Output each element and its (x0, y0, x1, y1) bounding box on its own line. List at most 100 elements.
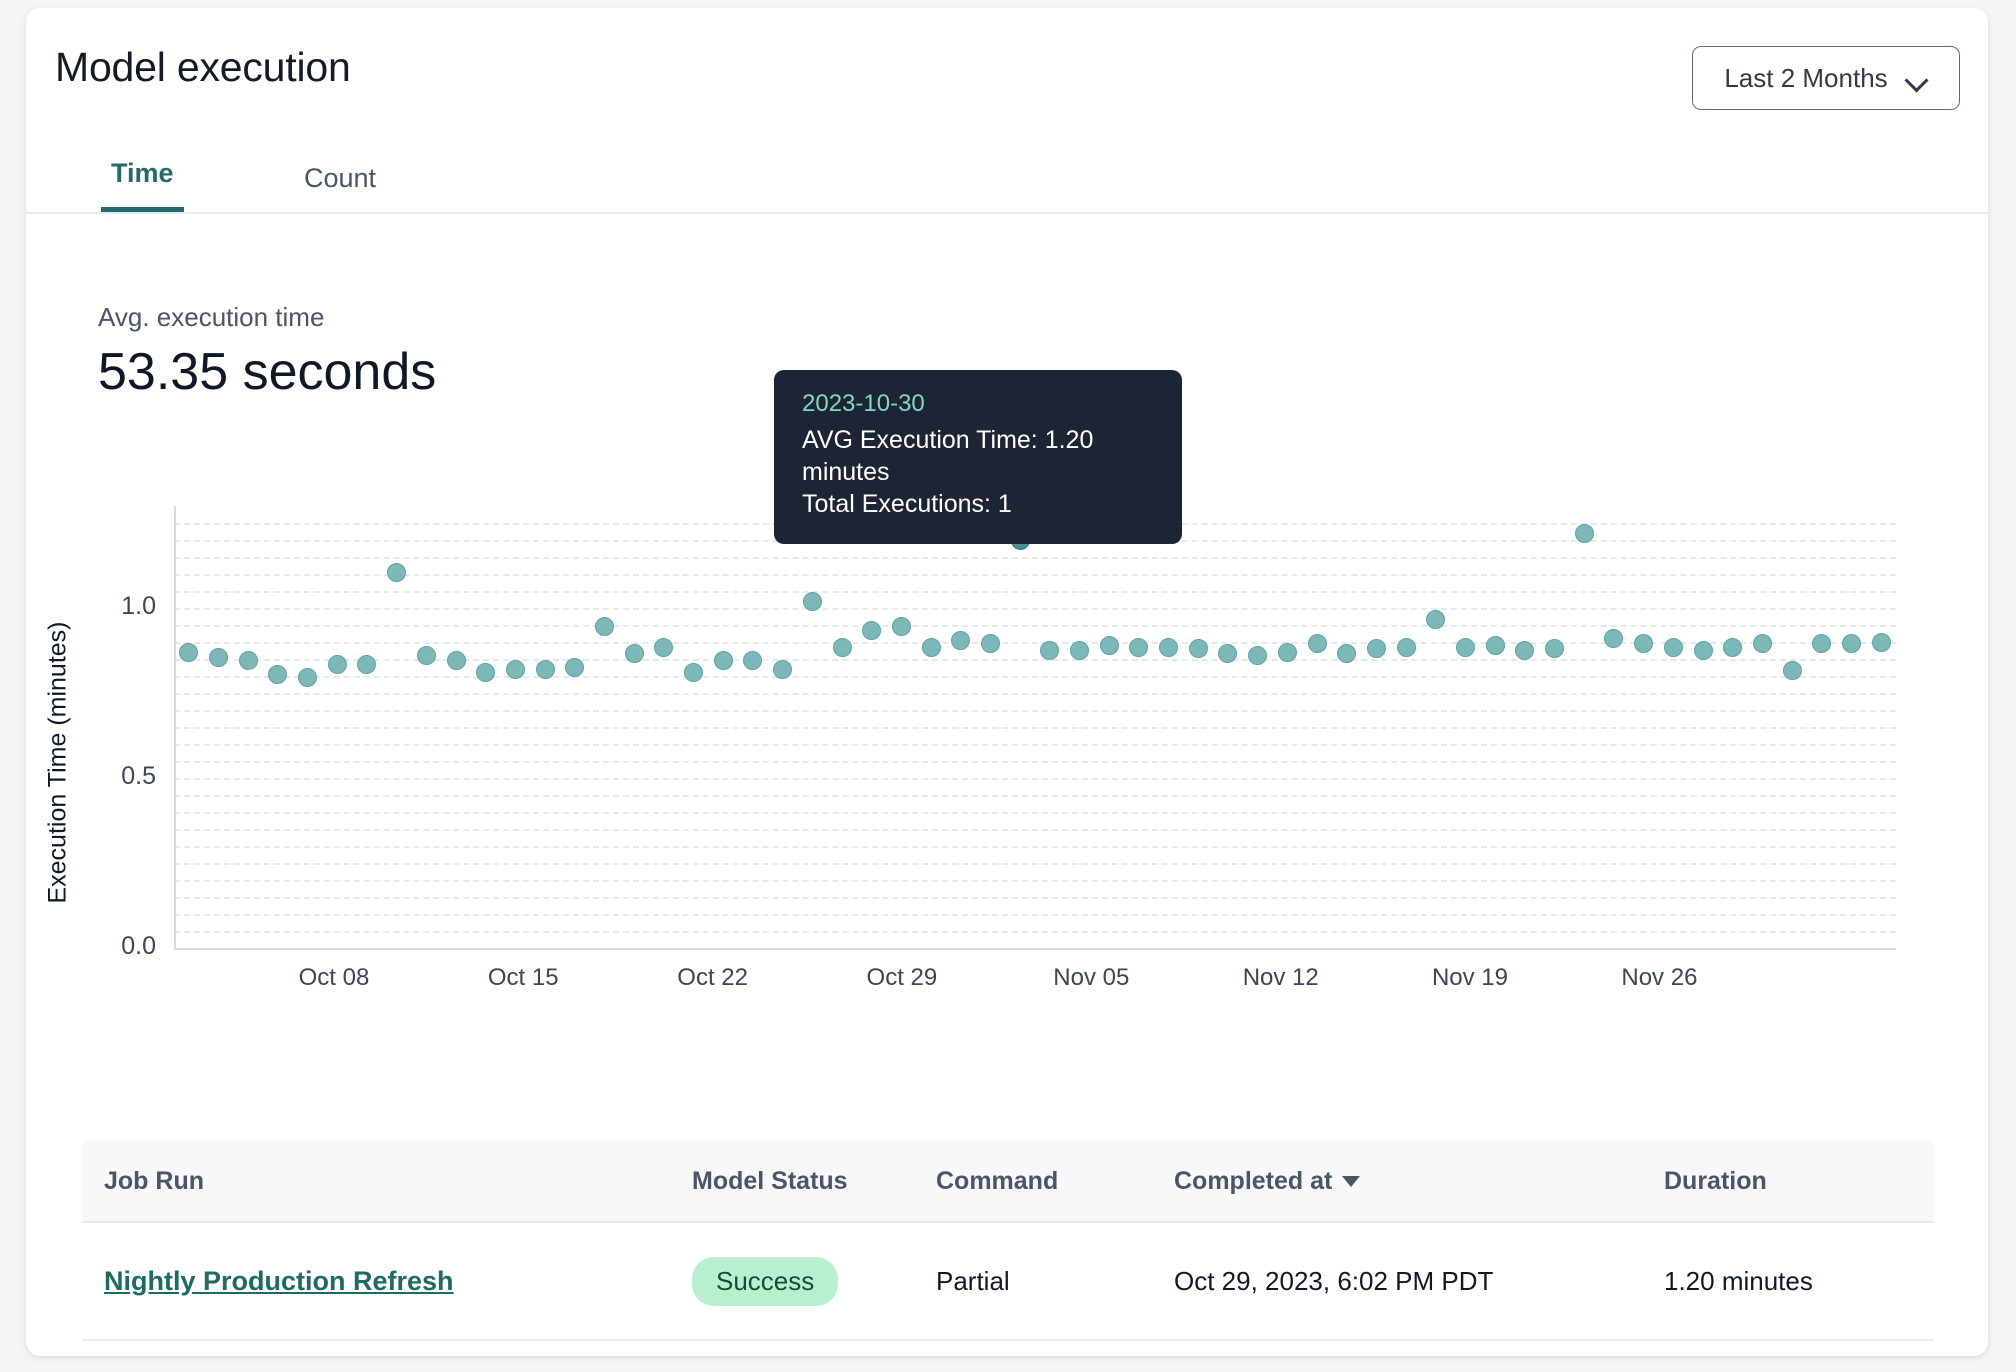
data-point[interactable] (1070, 641, 1090, 660)
data-point[interactable] (416, 646, 436, 666)
data-point[interactable] (1782, 661, 1802, 681)
data-point[interactable] (1426, 610, 1446, 630)
job-runs-table: Job Run Model Status Command Completed a… (82, 1141, 1934, 1341)
gridline (174, 608, 1896, 610)
data-point[interactable] (357, 654, 377, 674)
gridline (174, 931, 1896, 933)
card-header: Model execution Last 2 Months (26, 8, 1988, 128)
data-point[interactable] (476, 663, 496, 683)
gridline (174, 591, 1896, 593)
data-point[interactable] (1396, 637, 1416, 657)
data-point[interactable] (624, 644, 644, 664)
plot-area (174, 506, 1896, 948)
gridline (174, 778, 1896, 780)
data-point[interactable] (1812, 634, 1832, 654)
data-point[interactable] (1159, 637, 1179, 657)
tab-bar: Time Count (26, 142, 1988, 214)
column-header-completed-at[interactable]: Completed at (1174, 1167, 1664, 1196)
data-point[interactable] (1456, 637, 1475, 657)
data-point[interactable] (1574, 523, 1594, 543)
column-header-job-run[interactable]: Job Run (104, 1166, 204, 1195)
x-axis-tick-label: Nov 19 (1431, 964, 1508, 991)
data-point[interactable] (684, 663, 704, 683)
data-point[interactable] (1515, 641, 1535, 660)
gridline (174, 727, 1896, 729)
data-point[interactable] (1248, 646, 1268, 666)
gridline (174, 625, 1896, 627)
data-point[interactable] (1277, 642, 1297, 662)
data-point[interactable] (505, 659, 525, 679)
gridline (174, 710, 1896, 712)
data-point[interactable] (1188, 639, 1208, 659)
data-point[interactable] (1129, 637, 1149, 657)
x-axis-tick-label: Oct 08 (298, 964, 370, 991)
gridline (174, 795, 1896, 797)
gridline (174, 659, 1896, 661)
data-point[interactable] (951, 630, 971, 650)
x-axis-tick-label: Nov 12 (1242, 964, 1319, 991)
data-point[interactable] (1040, 641, 1060, 660)
data-point[interactable] (1604, 629, 1624, 649)
data-point[interactable] (595, 617, 614, 637)
column-header-model-status[interactable]: Model Status (692, 1166, 848, 1195)
x-axis-tick-label: Nov 05 (1053, 964, 1130, 991)
data-point[interactable] (446, 651, 466, 671)
data-point[interactable] (327, 654, 347, 674)
cell-model-status: Success (692, 1256, 936, 1306)
data-point[interactable] (1693, 641, 1713, 660)
gridline (174, 812, 1896, 814)
data-point[interactable] (862, 620, 882, 640)
data-point[interactable] (802, 591, 822, 611)
x-axis-tick-label: Oct 15 (487, 964, 559, 991)
data-point[interactable] (1307, 634, 1327, 654)
data-point[interactable] (1099, 635, 1119, 655)
data-point[interactable] (1723, 637, 1743, 657)
column-header-completed-at-label: Completed at (1174, 1166, 1333, 1195)
data-point[interactable] (209, 647, 229, 667)
data-point[interactable] (832, 637, 852, 657)
data-point[interactable] (1218, 644, 1238, 664)
column-header-duration[interactable]: Duration (1664, 1166, 1767, 1195)
tab-time[interactable]: Time (101, 158, 184, 212)
data-point[interactable] (773, 659, 793, 679)
data-point[interactable] (1634, 634, 1654, 654)
x-axis-tick-label: Oct 22 (677, 964, 748, 991)
data-point[interactable] (387, 562, 407, 582)
execution-time-scatter-chart: Execution Time (minutes) 0.0 0.5 1.0 Oct 08… (26, 448, 1988, 1078)
data-point[interactable] (654, 637, 674, 657)
data-point[interactable] (1841, 634, 1861, 654)
data-point[interactable] (1871, 632, 1891, 652)
data-point[interactable] (713, 651, 733, 671)
tooltip-avg-execution-time: AVG Execution Time: 1.20 minutes (802, 426, 1094, 486)
tab-count[interactable]: Count (304, 163, 377, 193)
data-point[interactable] (1485, 635, 1505, 655)
data-point[interactable] (1663, 637, 1683, 657)
job-run-link[interactable]: Nightly Production Refresh (104, 1265, 454, 1296)
tooltip-date: 2023-10-30 (802, 390, 925, 417)
data-point[interactable] (1545, 639, 1565, 659)
data-point[interactable] (980, 634, 1000, 654)
kpi-value: 53.35 seconds (98, 343, 437, 401)
date-range-select[interactable]: Last 2 Months (1692, 46, 1960, 110)
cell-completed-at: Oct 29, 2023, 6:02 PM PDT (1174, 1265, 1494, 1296)
data-point[interactable] (268, 664, 288, 684)
data-point[interactable] (535, 659, 555, 679)
data-point[interactable] (179, 642, 199, 662)
caret-down-icon (1342, 1176, 1361, 1188)
date-range-label: Last 2 Months (1724, 62, 1888, 93)
data-point[interactable] (891, 617, 911, 637)
data-point[interactable] (1337, 644, 1357, 664)
data-point[interactable] (238, 651, 258, 671)
x-axis-line (174, 948, 1896, 950)
y-axis-tick-label: 1.0 (121, 592, 156, 620)
column-header-command[interactable]: Command (936, 1166, 1059, 1195)
data-point[interactable] (298, 668, 318, 688)
data-point[interactable] (743, 651, 763, 671)
chart-tooltip: 2023-10-30 AVG Execution Time: 1.20 minu… (774, 370, 1182, 544)
gridline (174, 761, 1896, 763)
data-point[interactable] (1366, 639, 1386, 659)
gridline (174, 642, 1896, 644)
data-point[interactable] (921, 637, 941, 657)
data-point[interactable] (1752, 634, 1772, 654)
data-point[interactable] (565, 658, 585, 677)
